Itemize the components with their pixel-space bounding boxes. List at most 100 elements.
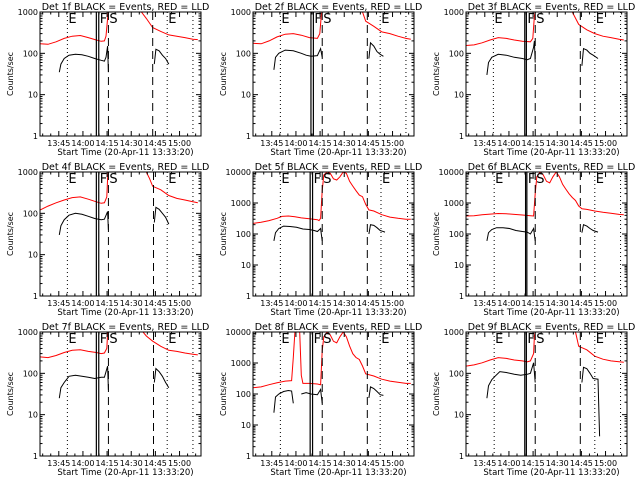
- series-group: [253, 332, 411, 413]
- x-tick-label: 14:15: [309, 299, 332, 308]
- x-tick-label: 14:00: [71, 299, 94, 308]
- marker-label: E: [495, 332, 503, 347]
- series-line-events: [273, 41, 384, 70]
- plot-frame: [465, 331, 628, 457]
- y-axis-label: Counts/sec: [6, 372, 15, 416]
- y-tick-label: 1: [33, 132, 38, 141]
- x-tick-label: 14:15: [309, 459, 332, 468]
- x-tick-label: 14:00: [284, 139, 307, 148]
- x-axis-label: Start Time (20-Apr-11 13:33:20): [57, 308, 193, 318]
- marker-label: F: [314, 332, 321, 347]
- y-tick-label: 10000: [439, 168, 464, 177]
- y-tick-label: 100: [23, 209, 38, 218]
- marker-label: E: [494, 12, 502, 27]
- y-tick-label: 10: [454, 411, 464, 420]
- x-tick-label: 14:45: [144, 299, 167, 308]
- y-tick-label: 100: [23, 369, 38, 378]
- x-axis-label: Start Time (20-Apr-11 13:33:20): [483, 148, 619, 158]
- y-tick-label: 1: [33, 292, 38, 301]
- x-axis-label: Start Time (20-Apr-11 13:33:20): [483, 468, 619, 478]
- x-axis-label: Start Time (20-Apr-11 13:33:20): [483, 308, 619, 318]
- plot-frame: [39, 11, 202, 137]
- x-tick-label: 14:45: [357, 139, 380, 148]
- panel-title: Det 8f BLACK = Events, RED = LLD: [255, 322, 423, 333]
- x-tick-label: 14:45: [144, 139, 167, 148]
- marker-label: E: [168, 12, 176, 27]
- plot-frame: [252, 11, 415, 137]
- series-line-lld: [253, 332, 411, 389]
- series-group: [40, 12, 198, 73]
- y-tick-label: 100: [449, 49, 464, 58]
- x-tick-label: 14:30: [120, 299, 143, 308]
- marker-label: E: [281, 172, 289, 187]
- y-tick-label: 10: [241, 261, 251, 270]
- series-line-events: [486, 40, 599, 75]
- x-axis-label: Start Time (20-Apr-11 13:33:20): [270, 148, 406, 158]
- x-tick-label: 14:00: [71, 459, 94, 468]
- series-line-lld: [40, 332, 198, 359]
- y-tick-label: 1000: [231, 8, 251, 17]
- marker-label: E: [68, 12, 76, 27]
- x-tick-label: 14:00: [71, 139, 94, 148]
- x-tick-label: 13:45: [47, 299, 70, 308]
- marker-label: E: [381, 12, 389, 27]
- marker-label: S: [536, 332, 544, 347]
- marker-label: F: [527, 332, 534, 347]
- x-tick-label: 15:00: [594, 139, 617, 148]
- panel-title: Det 7f BLACK = Events, RED = LLD: [42, 322, 210, 333]
- x-tick-label: 15:00: [381, 299, 404, 308]
- y-tick-label: 10: [454, 261, 464, 270]
- x-axis-label: Start Time (20-Apr-11 13:33:20): [57, 468, 193, 478]
- plot-frame: [465, 11, 628, 137]
- series-group: [253, 172, 411, 241]
- series-line-lld: [40, 12, 198, 45]
- series-group: [40, 332, 198, 399]
- x-tick-label: 15:00: [168, 139, 191, 148]
- marker-label: E: [495, 172, 503, 187]
- marker-label: S: [323, 332, 331, 347]
- y-tick-label: 1000: [231, 199, 251, 208]
- x-tick-label: 14:15: [96, 299, 119, 308]
- x-tick-label: 14:30: [333, 459, 356, 468]
- x-tick-label: 15:00: [381, 139, 404, 148]
- marker-label: S: [536, 12, 544, 27]
- y-tick-label: 1: [246, 292, 251, 301]
- y-tick-label: 1: [459, 292, 464, 301]
- x-tick-label: 13:45: [47, 139, 70, 148]
- x-tick-label: 13:45: [260, 299, 283, 308]
- marker-label: E: [168, 172, 176, 187]
- x-tick-label: 14:30: [333, 299, 356, 308]
- y-tick-label: 100: [236, 230, 251, 239]
- marker-label: E: [168, 332, 176, 347]
- x-tick-label: 14:45: [357, 459, 380, 468]
- marker-label: S: [109, 172, 117, 187]
- series-line-lld: [40, 172, 198, 211]
- series-line-events: [273, 386, 384, 413]
- marker-label: F: [527, 12, 534, 27]
- marker-label: E: [68, 332, 76, 347]
- x-axis-label: Start Time (20-Apr-11 13:33:20): [57, 148, 193, 158]
- marker-label: F: [100, 12, 107, 27]
- x-tick-label: 14:00: [284, 299, 307, 308]
- x-tick-label: 14:45: [570, 299, 593, 308]
- x-tick-label: 14:00: [284, 459, 307, 468]
- y-tick-label: 10000: [226, 168, 251, 177]
- series-line-lld: [466, 172, 624, 217]
- x-tick-label: 13:45: [473, 139, 496, 148]
- x-tick-label: 14:30: [546, 139, 569, 148]
- x-axis-label: Start Time (20-Apr-11 13:33:20): [270, 308, 406, 318]
- y-tick-label: 1: [246, 452, 251, 461]
- x-tick-label: 14:45: [570, 139, 593, 148]
- marker-label: S: [109, 332, 117, 347]
- y-tick-label: 1000: [444, 8, 464, 17]
- series-group: [466, 172, 624, 241]
